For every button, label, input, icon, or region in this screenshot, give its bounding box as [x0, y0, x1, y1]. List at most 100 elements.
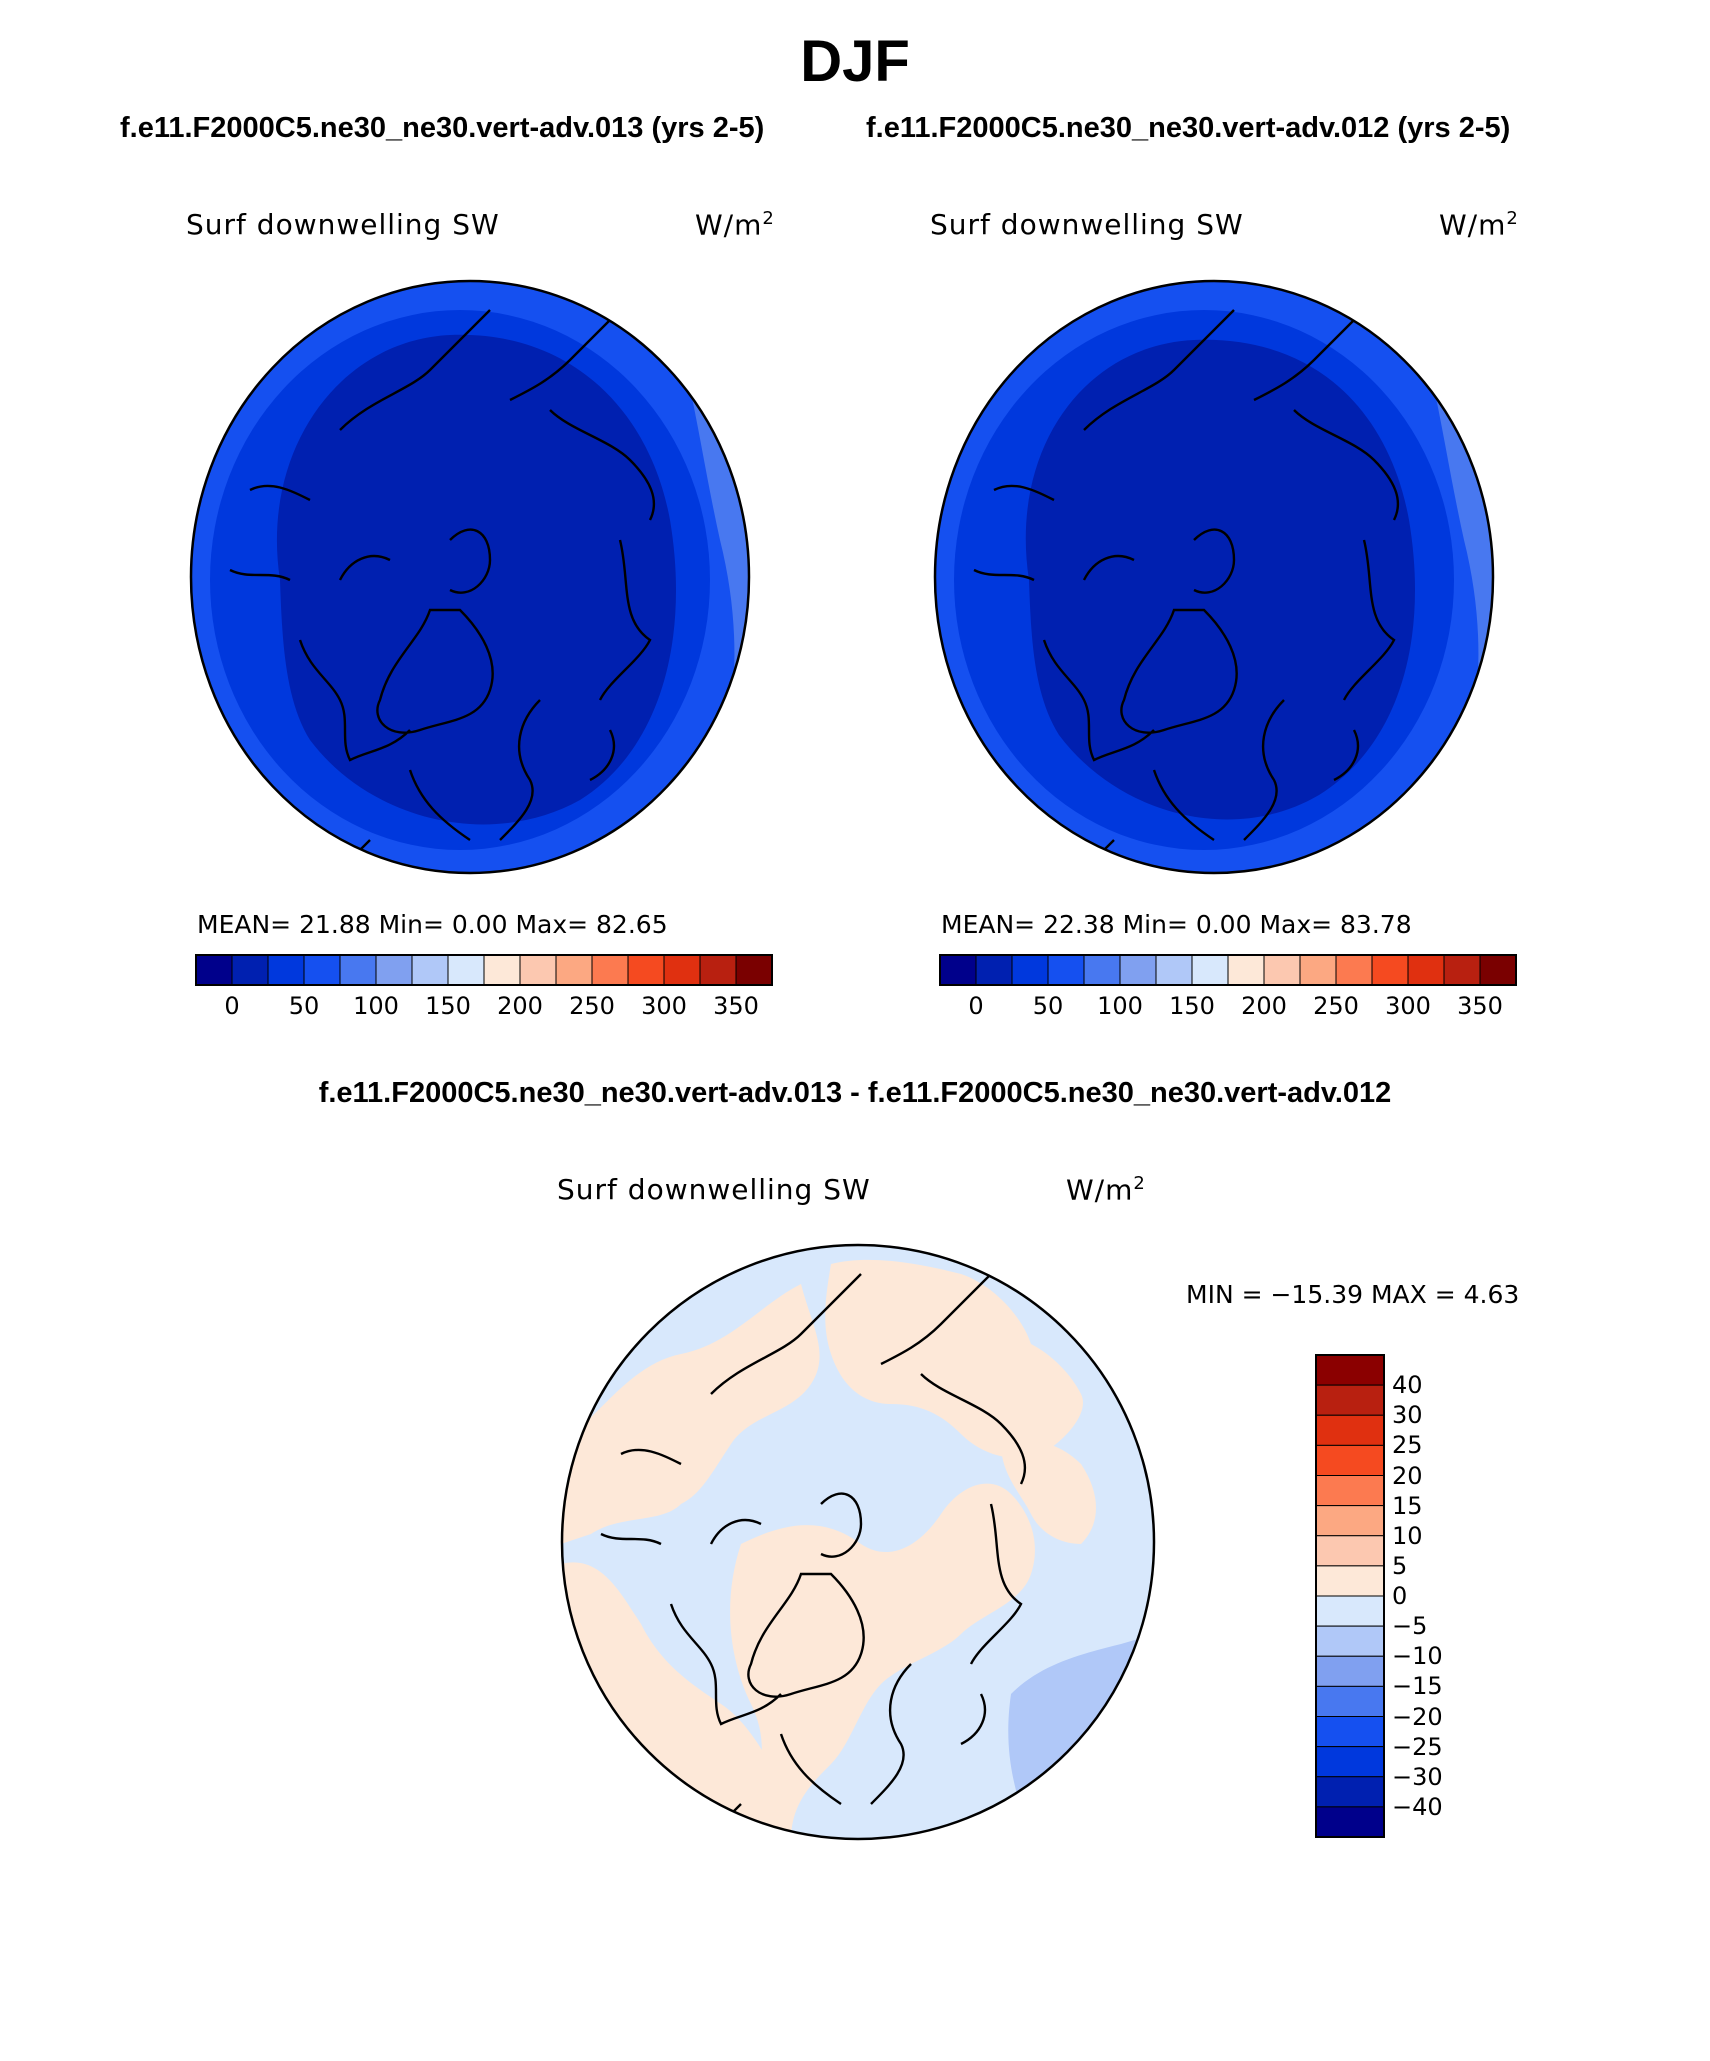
- panel1-colorbar-swatch: [339, 954, 377, 986]
- panel3-colorbar-swatch: [1315, 1746, 1385, 1778]
- panel3-colorbar-border: [1315, 1354, 1385, 1838]
- panel1-colorbar-swatch: [375, 954, 413, 986]
- panel1-stats: MEAN= 21.88 Min= 0.00 Max= 82.65: [197, 910, 668, 939]
- panel3-colorbar-swatch: [1315, 1625, 1385, 1657]
- panel1-colorbar-swatch: [483, 954, 521, 986]
- subtitle-left: f.e11.F2000C5.ne30_ne30.vert-adv.013 (yr…: [120, 112, 765, 144]
- panel3-colorbar-tick-label: 5: [1392, 1551, 1408, 1580]
- panel1-colorbar-ticks: 0 50 100 150 200 250 300 350: [196, 992, 772, 1022]
- panel2-colorbar-tick-label: 100: [1097, 992, 1143, 1020]
- panel1-colorbar-swatch: [735, 954, 773, 986]
- panel3-units-label: W/m2: [1066, 1173, 1146, 1207]
- panel3-colorbar: [1315, 1354, 1385, 1838]
- panel3-colorbar-tick-label: 20: [1392, 1461, 1423, 1490]
- panel3-colorbar-tick-label: −20: [1392, 1702, 1443, 1731]
- panel2-colorbar-swatch: [1263, 954, 1301, 986]
- panel1-colorbar-tick-label: 300: [641, 992, 687, 1020]
- panel3-colorbar-tick-label: −10: [1392, 1642, 1443, 1671]
- panel3-colorbar-swatch: [1315, 1595, 1385, 1627]
- panel1-coastlines: [229, 299, 656, 871]
- panel1-colorbar-swatch: [303, 954, 341, 986]
- panel3-colorbar-tick-label: 40: [1392, 1371, 1423, 1400]
- panel1-colorbar-swatch: [447, 954, 485, 986]
- panel2-colorbar-swatch: [1083, 954, 1121, 986]
- panel2-units-label: W/m2: [1439, 208, 1519, 242]
- panel3-colorbar-tick-label: 25: [1392, 1431, 1423, 1460]
- panel3-colorbar-tick-label: 15: [1392, 1491, 1423, 1520]
- panel3-colorbar-swatch: [1315, 1414, 1385, 1446]
- panel2-colorbar-tick-label: 50: [1032, 992, 1064, 1020]
- panel1-colorbar-tick-label: 150: [425, 992, 471, 1020]
- panel1-colorbar-tick-label: 250: [569, 992, 615, 1020]
- panel1-colorbar: [195, 954, 773, 986]
- panel3-colorbar-swatch: [1315, 1354, 1385, 1386]
- panel2-coastlines: [973, 299, 1400, 871]
- panel2-colorbar-tick-label: 0: [968, 992, 984, 1020]
- panel2-colorbar-swatch: [1335, 954, 1373, 986]
- panel2-colorbar-swatch: [1443, 954, 1481, 986]
- panel2-colorbar-tick-label: 350: [1457, 992, 1503, 1020]
- panel2-colorbar-swatch: [1047, 954, 1085, 986]
- panel3-colorbar-tick-label: −40: [1392, 1792, 1443, 1821]
- panel1-colorbar-swatch: [663, 954, 701, 986]
- panel3-colorbar-swatch: [1315, 1475, 1385, 1507]
- panel3-colorbar-tick-label: −25: [1392, 1732, 1443, 1761]
- panel2-colorbar-ticks: 0 50 100 150 200 250 300 350: [940, 992, 1516, 1022]
- panel2-colorbar-swatch: [975, 954, 1013, 986]
- panel1-polar-map: [189, 279, 751, 875]
- panel2-colorbar-swatch: [1407, 954, 1445, 986]
- panel1-variable-label: Surf downwelling SW: [186, 208, 500, 241]
- panel2-stats: MEAN= 22.38 Min= 0.00 Max= 83.78: [941, 910, 1412, 939]
- panel3-polar-map: [560, 1243, 1156, 1841]
- panel2-colorbar-swatch: [1155, 954, 1193, 986]
- panel3-colorbar-tick-label: −15: [1392, 1672, 1443, 1701]
- panel2-variable-label: Surf downwelling SW: [930, 208, 1244, 241]
- panel2-colorbar-border: [939, 954, 1517, 986]
- panel1-colorbar-swatch: [555, 954, 593, 986]
- panel3-colorbar-swatch: [1315, 1444, 1385, 1476]
- panel1-colorbar-swatch: [411, 954, 449, 986]
- panel1-colorbar-tick-label: 0: [224, 992, 240, 1020]
- panel1-colorbar-swatch: [195, 954, 233, 986]
- panel2-colorbar: [939, 954, 1517, 986]
- panel1-colorbar-tick-label: 100: [353, 992, 399, 1020]
- panel1-colorbar-tick-label: 200: [497, 992, 543, 1020]
- panel2-colorbar-swatch: [1299, 954, 1337, 986]
- panel3-colorbar-swatch: [1315, 1505, 1385, 1537]
- panel3-colorbar-swatch: [1315, 1806, 1385, 1838]
- panel1-colorbar-tick-label: 50: [288, 992, 320, 1020]
- panel2-colorbar-tick-label: 300: [1385, 992, 1431, 1020]
- panel3-colorbar-tick-label: −30: [1392, 1762, 1443, 1791]
- panel1-colorbar-swatch: [699, 954, 737, 986]
- panel1-colorbar-swatch: [519, 954, 557, 986]
- panel2-colorbar-swatch: [939, 954, 977, 986]
- panel3-coastlines: [600, 1263, 1027, 1835]
- panel1-colorbar-swatch: [627, 954, 665, 986]
- subtitle-right: f.e11.F2000C5.ne30_ne30.vert-adv.012 (yr…: [866, 112, 1511, 144]
- panel2-colorbar-swatch: [1479, 954, 1517, 986]
- panel2-colorbar-tick-label: 250: [1313, 992, 1359, 1020]
- panel3-colorbar-swatch: [1315, 1655, 1385, 1687]
- panel3-colorbar-ticks: 40 30 25 20 15 10 5 0 −5 −10 −15 −20 −25 −30 −40: [1392, 1355, 1512, 1837]
- panel2-colorbar-swatch: [1011, 954, 1049, 986]
- panel3-colorbar-swatch: [1315, 1384, 1385, 1416]
- panel2-colorbar-swatch: [1119, 954, 1157, 986]
- panel3-colorbar-swatch: [1315, 1565, 1385, 1597]
- panel2-colorbar-swatch: [1191, 954, 1229, 986]
- panel1-colorbar-tick-label: 350: [713, 992, 759, 1020]
- panel2-polar-map: [933, 279, 1495, 875]
- figure-title: DJF: [800, 29, 910, 94]
- panel3-colorbar-swatch: [1315, 1685, 1385, 1717]
- panel1-colorbar-swatch: [231, 954, 269, 986]
- panel2-colorbar-swatch: [1371, 954, 1409, 986]
- panel1-colorbar-swatch: [267, 954, 305, 986]
- panel3-colorbar-swatch: [1315, 1776, 1385, 1808]
- diff-title: f.e11.F2000C5.ne30_ne30.vert-adv.013 - f…: [318, 1077, 1392, 1109]
- panel3-stats: MIN = −15.39 MAX = 4.63: [1186, 1280, 1520, 1309]
- panel3-colorbar-tick-label: 10: [1392, 1521, 1423, 1550]
- panel3-colorbar-tick-label: −5: [1392, 1612, 1428, 1641]
- panel2-colorbar-swatch: [1227, 954, 1265, 986]
- panel1-colorbar-swatch: [591, 954, 629, 986]
- panel2-colorbar-tick-label: 150: [1169, 992, 1215, 1020]
- panel2-colorbar-tick-label: 200: [1241, 992, 1287, 1020]
